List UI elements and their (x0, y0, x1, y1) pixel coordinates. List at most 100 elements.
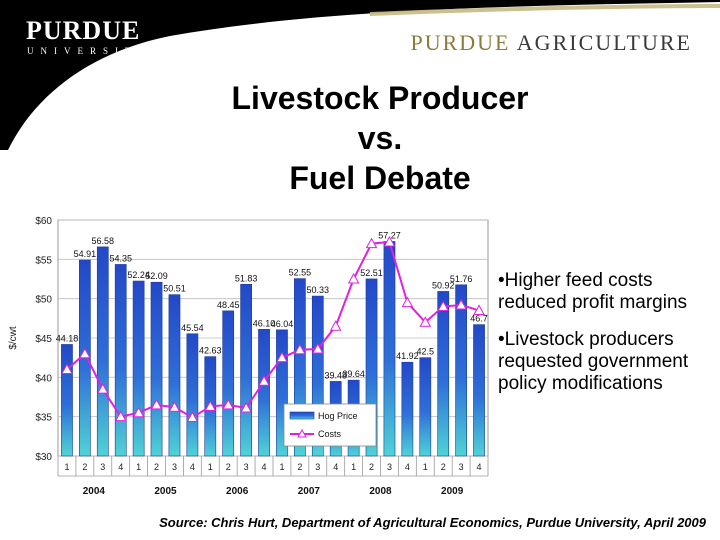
hog-price-bar (240, 283, 252, 457)
bullet-feed-costs: •Higher feed costs reduced profit margin… (498, 270, 688, 313)
y-tick-label: $45 (35, 334, 52, 345)
x-tick-label: 2 (154, 462, 159, 472)
costs-marker (114, 410, 127, 422)
hog-price-data-label: 42.63 (199, 346, 222, 356)
hog-price-data-label: 52.24 (127, 270, 150, 280)
costs-marker (96, 383, 109, 394)
y-axis-label: $/cwt (8, 326, 19, 350)
x-tick-label: 1 (351, 462, 356, 472)
costs-marker (61, 363, 73, 374)
x-tick-label: 1 (64, 462, 69, 472)
bullet-list: •Higher feed costs reduced profit margin… (498, 270, 720, 410)
legend-costs-label: Costs (318, 429, 342, 439)
costs-marker (365, 237, 378, 249)
hog-price-data-label: 42.5 (417, 347, 435, 357)
x-tick-label: 2 (82, 462, 87, 472)
year-label: 2005 (154, 486, 177, 497)
brand-word-1: PURDUE (410, 30, 511, 55)
header-banner (0, 0, 720, 150)
hog-price-data-label: 41.92 (396, 351, 419, 361)
purdue-logo-subtitle: UNIVERSITY (27, 46, 151, 56)
hog-price-bar (61, 344, 73, 457)
title-line-1: Livestock Producer (231, 80, 529, 116)
x-tick-label: 2 (441, 462, 446, 472)
costs-marker (150, 398, 163, 410)
hog-price-data-label: 54.91 (74, 249, 97, 259)
hog-price-bar (455, 284, 467, 457)
costs-marker (329, 320, 342, 331)
x-tick-label: 4 (333, 462, 338, 472)
brand-word-2: AGRICULTURE (516, 30, 692, 55)
hog-price-data-label: 39.64 (342, 369, 365, 379)
costs-marker (401, 296, 414, 308)
costs-marker (455, 298, 467, 310)
costs-marker (168, 401, 181, 412)
legend-box (283, 403, 377, 447)
hog-price-bar (294, 278, 306, 457)
hog-price-data-label: 51.76 (450, 274, 473, 284)
year-label: 2004 (83, 486, 106, 497)
hog-price-bar (419, 357, 432, 457)
costs-marker (204, 400, 217, 411)
x-tick-label: 2 (297, 462, 302, 472)
hog-price-data-label: 46.7 (470, 314, 488, 324)
hog-price-bar (365, 278, 378, 457)
legend-costs-marker (297, 428, 307, 438)
costs-marker (347, 272, 360, 284)
hog-price-data-label: 57.27 (378, 230, 401, 240)
hog-price-data-label: 45.54 (181, 323, 204, 333)
x-tick-label: 1 (279, 462, 284, 472)
x-tick-label: 2 (226, 462, 231, 472)
y-tick-label: $55 (35, 255, 52, 266)
x-tick-label: 3 (459, 462, 464, 472)
hog-price-data-label: 50.33 (307, 285, 330, 295)
hog-price-data-label: 48.45 (217, 300, 240, 310)
hog-price-bar (473, 324, 485, 457)
hog-price-data-label: 46.10 (253, 318, 276, 328)
costs-marker (311, 342, 324, 354)
x-tick-label: 3 (100, 462, 105, 472)
hog-price-bar (150, 281, 163, 457)
hog-price-data-label: 56.58 (92, 236, 115, 246)
x-tick-label: 4 (405, 462, 410, 472)
source-note: Source: Chris Hurt, Department of Agricu… (159, 515, 706, 530)
title-line-3: Fuel Debate (289, 160, 471, 196)
hog-price-bar (114, 264, 127, 457)
banner-shape (0, 0, 720, 150)
costs-marker (473, 304, 485, 315)
hog-price-data-label: 50.51 (163, 284, 186, 294)
year-label: 2008 (369, 486, 392, 497)
purdue-logo: PURDUE (26, 16, 141, 45)
hog-price-bar (401, 361, 414, 457)
hog-price-data-label: 51.83 (235, 273, 258, 283)
hog-price-bar (96, 246, 109, 457)
costs-marker (419, 316, 432, 327)
x-tick-label: 4 (118, 462, 123, 472)
x-tick-label: 4 (477, 462, 482, 472)
hog-price-data-label: 52.51 (360, 268, 383, 278)
year-label: 2007 (298, 486, 321, 497)
costs-marker (79, 347, 91, 359)
x-tick-label: 2 (369, 462, 374, 472)
costs-marker (222, 398, 235, 410)
hog-price-data-label: 44.18 (56, 333, 79, 343)
year-label: 2009 (441, 486, 464, 497)
costs-marker (276, 351, 288, 363)
hog-price-data-label: 39.48 (324, 370, 347, 380)
year-label: 2006 (226, 486, 249, 497)
y-tick-label: $40 (35, 373, 52, 384)
costs-marker (383, 235, 396, 247)
slide-title: Livestock Producer vs. Fuel Debate (190, 78, 570, 198)
x-tick-label: 1 (136, 462, 141, 472)
x-tick-label: 1 (423, 462, 428, 472)
x-tick-label: 4 (190, 462, 195, 472)
hog-price-data-label: 54.35 (109, 253, 132, 263)
x-tick-label: 3 (244, 462, 249, 472)
banner-accent-line (370, 4, 720, 16)
hog-price-bar (186, 333, 199, 457)
hog-price-bar (258, 329, 270, 457)
bullet-policy: •Livestock producers requested governmen… (498, 329, 689, 394)
hog-price-data-label: 50.92 (432, 280, 455, 290)
hog-price-data-label: 46.04 (271, 319, 294, 329)
hog-price-data-label: 52.09 (145, 271, 168, 281)
